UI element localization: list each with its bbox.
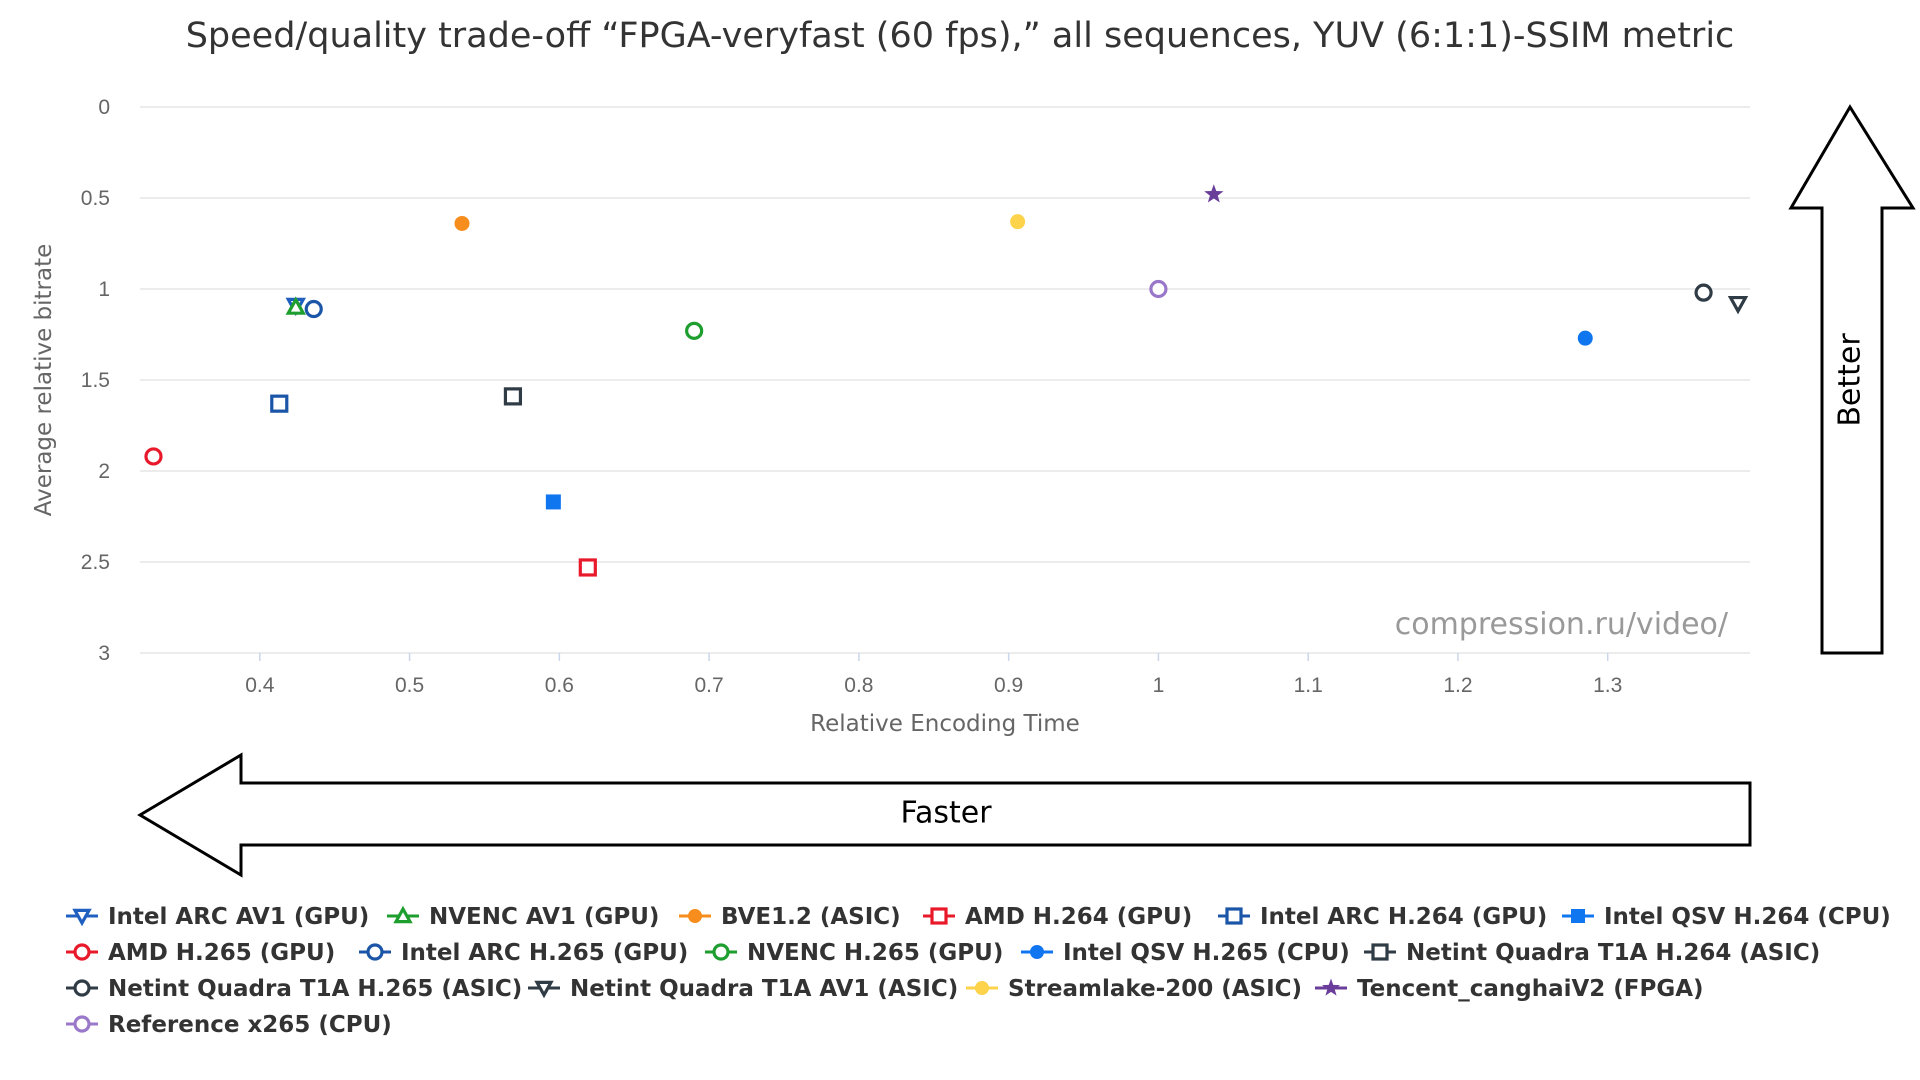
data-point[interactable]: [1577, 330, 1593, 346]
legend-marker-icon[interactable]: [72, 908, 92, 927]
legend-item[interactable]: Netint Quadra T1A H.264 (ASIC): [1364, 940, 1820, 966]
legend-item[interactable]: Intel ARC H.264 (GPU): [1218, 904, 1547, 930]
better-label: Better: [1833, 333, 1868, 427]
x-axis-label: Relative Encoding Time: [810, 711, 1080, 737]
y-tick-label: 0.5: [81, 187, 110, 210]
x-tick-label: 0.6: [545, 674, 574, 697]
legend-marker-icon[interactable]: [534, 980, 554, 999]
legend-label: Streamlake-200 (ASIC): [1008, 976, 1302, 1002]
legend-item[interactable]: Intel QSV H.264 (CPU): [1562, 904, 1891, 930]
legend: Intel ARC AV1 (GPU) NVENC AV1 (GPU) BVE1.2…: [66, 904, 1891, 1038]
data-point[interactable]: [1010, 214, 1026, 230]
legend-item[interactable]: AMD H.264 (GPU): [923, 904, 1192, 930]
x-tick-label: 1.1: [1294, 674, 1323, 697]
legend-item[interactable]: AMD H.265 (GPU): [66, 940, 335, 966]
data-point[interactable]: [270, 394, 289, 413]
x-tick-label: 0.7: [695, 674, 724, 697]
legend-item[interactable]: Tencent_canghaiV2 (FPGA): [1315, 976, 1704, 1002]
legend-item[interactable]: NVENC H.265 (GPU): [705, 940, 1003, 966]
data-point[interactable]: [685, 321, 704, 340]
legend-marker-icon[interactable]: [712, 943, 730, 961]
chart-title: Speed/quality trade-off “FPGA-veryfast (…: [186, 16, 1735, 56]
legend-marker-icon[interactable]: [688, 909, 702, 923]
legend-label: Intel QSV H.265 (CPU): [1063, 940, 1350, 966]
grid-lines: [140, 106, 1750, 654]
legend-marker-icon[interactable]: [393, 905, 413, 924]
legend-marker-icon[interactable]: [1371, 943, 1389, 961]
legend-item[interactable]: NVENC AV1 (GPU): [387, 904, 659, 930]
legend-label: Netint Quadra T1A H.265 (ASIC): [108, 976, 522, 1002]
data-points: [144, 184, 1749, 577]
y-axis-label: Average relative bitrate: [31, 244, 57, 517]
y-tick-label: 2: [98, 460, 110, 483]
legend-item[interactable]: BVE1.2 (ASIC): [679, 904, 901, 930]
legend-item[interactable]: Reference x265 (CPU): [66, 1012, 392, 1038]
x-tick-label: 1: [1153, 674, 1165, 697]
legend-label: BVE1.2 (ASIC): [721, 904, 901, 930]
data-point[interactable]: [1727, 295, 1749, 315]
legend-label: NVENC H.265 (GPU): [747, 940, 1003, 966]
legend-item[interactable]: Netint Quadra T1A H.265 (ASIC): [66, 976, 522, 1002]
legend-marker-icon[interactable]: [975, 981, 989, 995]
data-point[interactable]: [1694, 283, 1713, 302]
legend-item[interactable]: Intel ARC H.265 (GPU): [359, 940, 688, 966]
legend-item[interactable]: Intel QSV H.265 (CPU): [1021, 940, 1350, 966]
legend-label: Netint Quadra T1A H.264 (ASIC): [1406, 940, 1820, 966]
x-tick-label: 0.8: [844, 674, 873, 697]
data-point[interactable]: [285, 296, 306, 315]
data-point[interactable]: [454, 215, 470, 231]
watermark-text: compression.ru/video/: [1395, 607, 1729, 642]
legend-marker-icon[interactable]: [73, 979, 91, 997]
legend-marker-icon[interactable]: [1322, 978, 1340, 996]
legend-label: Intel QSV H.264 (CPU): [1604, 904, 1891, 930]
legend-label: Reference x265 (CPU): [108, 1012, 392, 1038]
legend-label: NVENC AV1 (GPU): [429, 904, 659, 930]
legend-marker-icon[interactable]: [73, 1015, 91, 1033]
y-tick-label: 3: [98, 642, 110, 665]
x-tick-label: 0.4: [245, 674, 275, 697]
legend-item[interactable]: Streamlake-200 (ASIC): [966, 976, 1302, 1002]
legend-label: Intel ARC AV1 (GPU): [108, 904, 369, 930]
legend-label: AMD H.264 (GPU): [965, 904, 1192, 930]
legend-label: Tencent_canghaiV2 (FPGA): [1357, 976, 1704, 1002]
data-point[interactable]: [545, 494, 561, 510]
better-arrow-icon: [1788, 104, 1916, 655]
legend-item[interactable]: Netint Quadra T1A AV1 (ASIC): [528, 976, 958, 1002]
y-tick-label: 0: [98, 96, 110, 119]
legend-marker-icon[interactable]: [73, 943, 91, 961]
data-point[interactable]: [1204, 184, 1224, 203]
data-point[interactable]: [1149, 279, 1168, 299]
x-axis-ticks: 0.4 0.5 0.6 0.7 0.8 0.9 1 1.1 1.2 1.3: [245, 653, 1622, 697]
legend-marker-icon[interactable]: [366, 943, 384, 961]
data-point[interactable]: [578, 558, 597, 577]
y-tick-label: 2.5: [81, 551, 110, 574]
y-axis-ticks: 0 0.5 1 1.5 2 2.5 3: [81, 96, 110, 665]
data-point[interactable]: [144, 447, 163, 466]
legend-marker-icon[interactable]: [1225, 907, 1243, 925]
legend-label: Intel ARC H.265 (GPU): [401, 940, 688, 966]
x-tick-label: 1.3: [1593, 674, 1622, 697]
legend-label: AMD H.265 (GPU): [108, 940, 335, 966]
faster-arrow-icon: [137, 752, 1752, 878]
y-tick-label: 1.5: [81, 369, 110, 392]
legend-label: Intel ARC H.264 (GPU): [1260, 904, 1547, 930]
data-point[interactable]: [503, 387, 523, 406]
x-tick-label: 0.5: [395, 674, 424, 697]
data-point[interactable]: [304, 299, 323, 319]
legend-item[interactable]: Intel ARC AV1 (GPU): [66, 904, 369, 930]
x-tick-label: 0.9: [994, 674, 1023, 697]
legend-marker-icon[interactable]: [1030, 945, 1044, 959]
legend-marker-icon[interactable]: [930, 907, 948, 925]
legend-marker-icon[interactable]: [1571, 909, 1585, 923]
x-tick-label: 1.2: [1443, 674, 1472, 697]
legend-label: Netint Quadra T1A AV1 (ASIC): [570, 976, 958, 1002]
y-tick-label: 1: [98, 278, 110, 301]
faster-label: Faster: [900, 796, 992, 831]
